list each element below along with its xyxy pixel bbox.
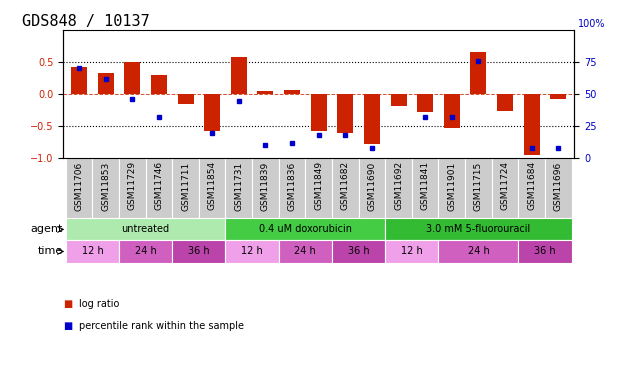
Bar: [439, 158, 465, 218]
Bar: [66, 158, 92, 218]
Text: 3.0 mM 5-fluorouracil: 3.0 mM 5-fluorouracil: [427, 224, 531, 234]
Bar: [417, 94, 433, 112]
Bar: [518, 158, 545, 218]
Text: 24 h: 24 h: [135, 246, 156, 256]
Bar: [545, 158, 572, 218]
Bar: [231, 57, 247, 94]
Bar: [92, 158, 119, 218]
Text: GSM11692: GSM11692: [394, 161, 403, 210]
Text: percentile rank within the sample: percentile rank within the sample: [79, 321, 244, 331]
Text: GSM11696: GSM11696: [554, 161, 563, 210]
Bar: [225, 240, 279, 262]
Bar: [71, 67, 87, 94]
Bar: [257, 91, 273, 94]
Bar: [518, 240, 572, 262]
Bar: [412, 158, 439, 218]
Bar: [470, 53, 487, 94]
Text: GSM11854: GSM11854: [208, 161, 216, 210]
Bar: [550, 94, 566, 99]
Bar: [358, 158, 385, 218]
Bar: [172, 240, 225, 262]
Bar: [225, 218, 385, 240]
Bar: [284, 90, 300, 94]
Bar: [497, 94, 513, 111]
Text: GSM11731: GSM11731: [234, 161, 244, 210]
Text: time: time: [37, 246, 62, 256]
Text: GSM11853: GSM11853: [101, 161, 110, 210]
Text: GSM11746: GSM11746: [155, 161, 163, 210]
Bar: [492, 158, 518, 218]
Bar: [119, 158, 146, 218]
Bar: [391, 94, 406, 106]
Text: GSM11684: GSM11684: [527, 161, 536, 210]
Text: log ratio: log ratio: [79, 299, 119, 309]
Bar: [151, 75, 167, 94]
Bar: [385, 240, 439, 262]
Text: GSM11706: GSM11706: [74, 161, 83, 210]
Text: GDS848 / 10137: GDS848 / 10137: [22, 14, 150, 29]
Bar: [364, 94, 380, 144]
Bar: [66, 240, 119, 262]
Text: ■: ■: [63, 299, 73, 309]
Text: agent: agent: [30, 224, 62, 234]
Bar: [279, 158, 305, 218]
Text: GSM11715: GSM11715: [474, 161, 483, 210]
Bar: [385, 158, 412, 218]
Bar: [199, 158, 225, 218]
Bar: [225, 158, 252, 218]
Bar: [465, 158, 492, 218]
Bar: [204, 94, 220, 131]
Bar: [332, 158, 358, 218]
Bar: [66, 218, 225, 240]
Bar: [305, 158, 332, 218]
Bar: [444, 94, 460, 128]
Text: GSM11690: GSM11690: [367, 161, 377, 210]
Text: ■: ■: [63, 321, 73, 331]
Bar: [146, 158, 172, 218]
Text: 100%: 100%: [579, 19, 606, 28]
Bar: [439, 240, 518, 262]
Bar: [98, 73, 114, 94]
Text: 12 h: 12 h: [241, 246, 263, 256]
Bar: [338, 94, 353, 133]
Bar: [252, 158, 279, 218]
Bar: [332, 240, 385, 262]
Text: GSM11724: GSM11724: [500, 161, 509, 210]
Text: 12 h: 12 h: [401, 246, 423, 256]
Text: GSM11711: GSM11711: [181, 161, 190, 210]
Bar: [119, 240, 172, 262]
Text: 24 h: 24 h: [468, 246, 489, 256]
Text: GSM11841: GSM11841: [421, 161, 430, 210]
Text: GSM11901: GSM11901: [447, 161, 456, 210]
Text: GSM11729: GSM11729: [128, 161, 137, 210]
Text: GSM11839: GSM11839: [261, 161, 270, 210]
Text: 36 h: 36 h: [534, 246, 556, 256]
Text: 36 h: 36 h: [188, 246, 209, 256]
Bar: [385, 218, 572, 240]
Text: GSM11682: GSM11682: [341, 161, 350, 210]
Text: 0.4 uM doxorubicin: 0.4 uM doxorubicin: [259, 224, 352, 234]
Bar: [124, 62, 140, 94]
Bar: [310, 94, 327, 131]
Bar: [279, 240, 332, 262]
Text: GSM11836: GSM11836: [288, 161, 297, 210]
Bar: [177, 94, 194, 104]
Text: 12 h: 12 h: [81, 246, 103, 256]
Text: 24 h: 24 h: [295, 246, 316, 256]
Text: 36 h: 36 h: [348, 246, 369, 256]
Bar: [172, 158, 199, 218]
Text: untreated: untreated: [122, 224, 170, 234]
Text: GSM11849: GSM11849: [314, 161, 323, 210]
Bar: [524, 94, 540, 155]
